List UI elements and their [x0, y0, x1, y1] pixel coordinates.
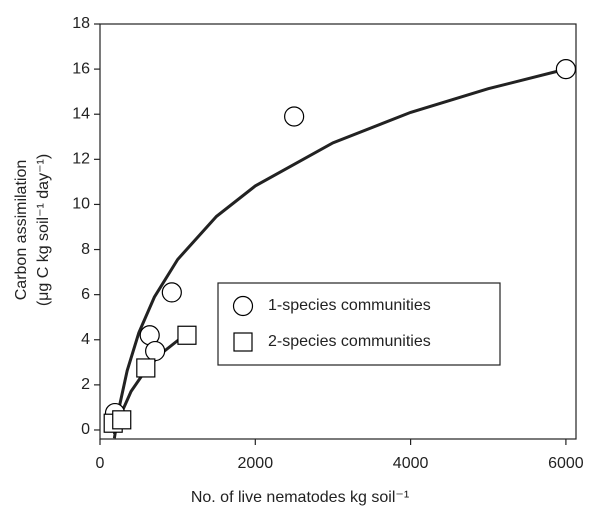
x-axis-label: No. of live nematodes kg soil⁻¹: [191, 489, 409, 506]
legend-marker: [232, 295, 254, 317]
y-tick-label: 16: [72, 60, 90, 77]
legend-box: [217, 282, 501, 366]
y-axis-label: Carbon assimilation: [13, 160, 30, 301]
legend-label: 1-species communities: [268, 297, 431, 314]
y-axis-label: (μg C kg soil⁻¹ day⁻¹): [35, 154, 52, 306]
data-point: [145, 340, 166, 362]
legend-label: 2-species communities: [268, 333, 431, 350]
y-tick-label: 2: [81, 376, 90, 393]
y-tick-label: 8: [81, 241, 90, 258]
y-tick-label: 10: [72, 196, 90, 213]
data-point: [136, 358, 156, 378]
x-tick-label: 0: [96, 455, 105, 472]
data-point: [112, 410, 132, 430]
y-tick-label: 6: [81, 286, 90, 303]
x-tick-label: 2000: [238, 455, 274, 472]
y-tick-label: 14: [72, 105, 90, 122]
data-point: [177, 325, 197, 345]
fit-line: [112, 67, 567, 439]
y-tick-label: 4: [81, 331, 90, 348]
data-point: [161, 282, 182, 303]
legend-marker: [233, 332, 253, 352]
data-point: [284, 106, 305, 127]
data-point: [555, 59, 577, 80]
y-tick-label: 12: [72, 151, 90, 168]
x-tick-label: 6000: [548, 455, 584, 472]
plot-frame: [99, 23, 577, 440]
x-tick-label: 4000: [393, 455, 429, 472]
y-tick-label: 18: [72, 15, 90, 32]
y-tick-label: 0: [81, 421, 90, 438]
